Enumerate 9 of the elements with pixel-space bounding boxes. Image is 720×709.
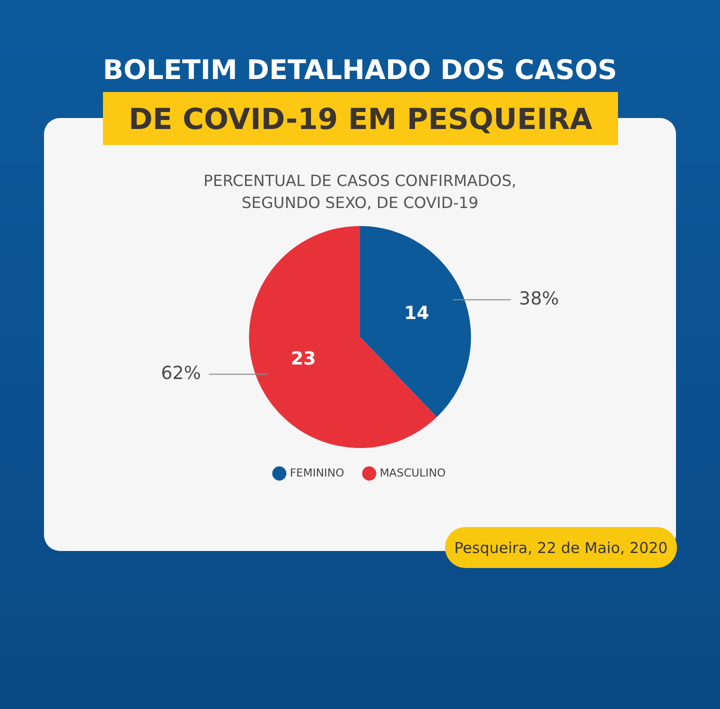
banner: DE COVID-19 EM PESQUEIRA [103, 92, 618, 145]
legend-label: MASCULINO [380, 466, 446, 480]
data-label: 23 [290, 348, 316, 370]
legend-label: FEMININO [290, 466, 345, 480]
data-label: 14 [404, 302, 430, 324]
label-pill: Pesqueira, 22 de Maio, 2020 [445, 527, 677, 568]
text: 62% [160, 362, 201, 384]
text: 38% [519, 288, 560, 310]
chart-subtitle: PERCENTUAL DE CASOS CONFIRMADOS, SEGUNDO SEXO, DE COVID-19 [204, 172, 516, 212]
